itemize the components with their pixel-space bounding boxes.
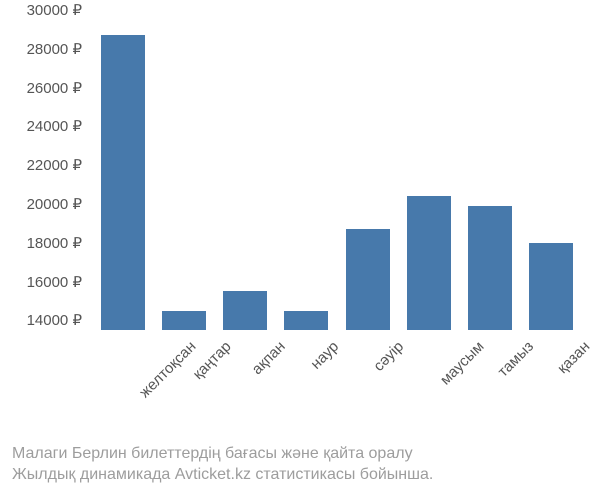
bar-slot — [337, 10, 398, 330]
y-tick-label: 30000 ₽ — [27, 1, 82, 19]
bars-group — [92, 10, 582, 330]
x-label-slot: тамыз — [460, 334, 521, 444]
bar — [101, 35, 145, 330]
bar — [529, 243, 573, 330]
x-label-slot: ақпан — [215, 334, 276, 444]
plot-area — [92, 10, 582, 330]
x-label-slot: желтоқсан — [92, 334, 153, 444]
x-axis-labels: желтоқсанқаңтарақпаннаурсәуірмаусымтамыз… — [92, 334, 582, 444]
y-tick-label: 16000 ₽ — [27, 273, 82, 291]
bar-slot — [215, 10, 276, 330]
caption-line-2: Жылдық динамикада Avticket.kz статистика… — [12, 464, 588, 486]
bar — [346, 229, 390, 330]
bar — [162, 311, 206, 330]
y-tick-label: 22000 ₽ — [27, 156, 82, 174]
x-tick-label: қазан — [555, 338, 594, 377]
bar-slot — [276, 10, 337, 330]
y-tick-label: 24000 ₽ — [27, 117, 82, 135]
bar-slot — [92, 10, 153, 330]
y-tick-label: 18000 ₽ — [27, 234, 82, 252]
x-label-slot: сәуір — [337, 334, 398, 444]
y-tick-label: 28000 ₽ — [27, 40, 82, 58]
bar-slot — [398, 10, 459, 330]
bar — [468, 206, 512, 330]
x-label-slot: қазан — [521, 334, 582, 444]
chart-container: 14000 ₽ 16000 ₽ 18000 ₽ 20000 ₽ 22000 ₽ 24000… — [0, 0, 600, 500]
bar — [223, 291, 267, 330]
x-label-slot: қаңтар — [153, 334, 214, 444]
y-tick-label: 26000 ₽ — [27, 79, 82, 97]
bar — [284, 311, 328, 330]
bar — [407, 196, 451, 330]
bar-slot — [153, 10, 214, 330]
y-tick-label: 14000 ₽ — [27, 311, 82, 329]
y-axis: 14000 ₽ 16000 ₽ 18000 ₽ 20000 ₽ 22000 ₽ 24000… — [0, 10, 88, 330]
bar-slot — [521, 10, 582, 330]
y-tick-label: 20000 ₽ — [27, 195, 82, 213]
x-label-slot: маусым — [398, 334, 459, 444]
x-label-slot: наур — [276, 334, 337, 444]
bar-slot — [460, 10, 521, 330]
chart-caption: Малаги Берлин билеттердің бағасы және қа… — [12, 443, 588, 486]
caption-line-1: Малаги Берлин билеттердің бағасы және қа… — [12, 443, 588, 465]
